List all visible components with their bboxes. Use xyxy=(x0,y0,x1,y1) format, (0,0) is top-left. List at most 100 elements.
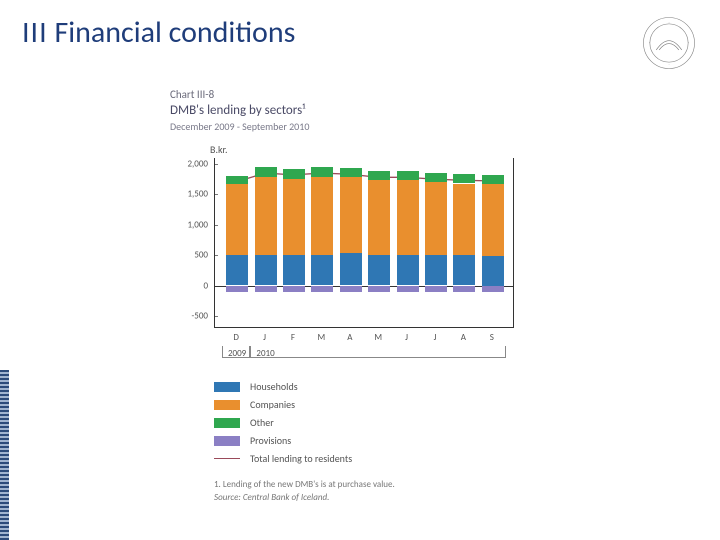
x-tick-label: S xyxy=(490,332,494,343)
bar-seg-provisions xyxy=(397,286,419,292)
legend-label: Households xyxy=(250,380,298,393)
y-tick-label: -500 xyxy=(192,310,208,321)
x-group-label: 2009 xyxy=(228,348,246,359)
bar-seg-other xyxy=(340,168,362,177)
bar-seg-companies xyxy=(311,177,333,255)
plot: -500 0 500 1,000 1,500 2,000 xyxy=(170,158,530,328)
bar-group xyxy=(368,158,390,327)
bar-seg-other xyxy=(482,175,504,184)
left-stripe-decoration xyxy=(0,370,9,540)
bar-group xyxy=(482,158,504,327)
bar-seg-provisions xyxy=(311,286,333,292)
bar-seg-other xyxy=(425,173,447,182)
bar-seg-households xyxy=(425,255,447,285)
plot-area xyxy=(214,158,514,328)
legend: Households Companies Other Provisions Total … xyxy=(214,380,550,465)
bar-seg-provisions xyxy=(226,286,248,292)
bar-seg-provisions xyxy=(283,286,305,292)
bar-seg-other xyxy=(283,169,305,179)
chart-subtitle: December 2009 - September 2010 xyxy=(170,120,550,133)
y-tick-label: 0 xyxy=(203,280,208,291)
x-tick-label: A xyxy=(461,332,466,343)
chart-number: Chart III-8 xyxy=(170,88,550,101)
legend-label: Provisions xyxy=(250,434,291,447)
bar-seg-other xyxy=(226,176,248,185)
bar-seg-other xyxy=(368,171,390,180)
legend-item-companies: Companies xyxy=(214,398,550,411)
bar-group xyxy=(283,158,305,327)
x-tick-label: D xyxy=(233,332,239,343)
bar-seg-provisions xyxy=(482,286,504,292)
bar-seg-other xyxy=(453,174,475,183)
legend-swatch xyxy=(214,458,240,459)
y-tick-label: 500 xyxy=(194,250,208,261)
chart-title: DMB's lending by sectors¹ xyxy=(170,103,550,118)
legend-item-other: Other xyxy=(214,416,550,429)
svg-text:·: · xyxy=(688,40,689,45)
legend-item-households: Households xyxy=(214,380,550,393)
x-group-bracket xyxy=(250,346,506,358)
bar-seg-provisions xyxy=(340,286,362,292)
bar-seg-provisions xyxy=(453,286,475,292)
x-group-label: 2010 xyxy=(256,348,274,359)
svg-text:·: · xyxy=(668,19,669,24)
x-tick-label: J xyxy=(405,332,408,343)
bar-seg-households xyxy=(397,255,419,285)
bar-seg-households xyxy=(311,255,333,285)
legend-swatch xyxy=(214,382,240,392)
bar-group xyxy=(255,158,277,327)
chart-block: Chart III-8 DMB's lending by sectors¹ De… xyxy=(170,88,550,504)
legend-item-total_line: Total lending to residents xyxy=(214,452,550,465)
bar-seg-provisions xyxy=(255,286,277,292)
bar-group xyxy=(425,158,447,327)
bar-group xyxy=(453,158,475,327)
bar-seg-other xyxy=(311,167,333,177)
bar-seg-companies xyxy=(340,177,362,254)
slide-title: III Financial conditions xyxy=(22,14,295,51)
y-tick-label: 1,500 xyxy=(188,189,209,200)
bar-group xyxy=(311,158,333,327)
x-tick-label: M xyxy=(374,332,382,343)
x-tick-label: M xyxy=(318,332,326,343)
svg-text:·: · xyxy=(649,40,650,45)
footnote-line: 1. Lending of the new DMB's is at purcha… xyxy=(214,479,550,492)
footnote-line: Source: Central Bank of Iceland. xyxy=(214,492,550,505)
bar-seg-companies xyxy=(482,184,504,256)
legend-swatch xyxy=(214,400,240,410)
bar-seg-households xyxy=(255,255,277,285)
y-tick-label: 1,000 xyxy=(188,219,209,230)
bar-seg-companies xyxy=(255,177,277,255)
legend-label: Total lending to residents xyxy=(250,452,352,465)
legend-item-provisions: Provisions xyxy=(214,434,550,447)
bar-seg-households xyxy=(482,256,504,286)
legend-swatch xyxy=(214,436,240,446)
logo-seal-icon: · · · · xyxy=(640,14,698,72)
bar-seg-provisions xyxy=(425,286,447,292)
x-tick-label: A xyxy=(347,332,352,343)
bar-seg-other xyxy=(397,171,419,180)
title-text: Financial conditions xyxy=(54,14,295,51)
y-axis: -500 0 500 1,000 1,500 2,000 xyxy=(170,158,214,328)
svg-text:·: · xyxy=(668,62,669,67)
title-roman: III xyxy=(22,14,48,51)
bar-seg-companies xyxy=(283,179,305,255)
bar-seg-companies xyxy=(368,180,390,255)
legend-swatch xyxy=(214,418,240,428)
legend-label: Companies xyxy=(250,398,295,411)
x-axis: DJFMAMJJAS20092010 xyxy=(214,328,514,362)
bar-group xyxy=(226,158,248,327)
legend-label: Other xyxy=(250,416,274,429)
bar-group xyxy=(397,158,419,327)
bar-seg-companies xyxy=(226,184,248,255)
footnotes: 1. Lending of the new DMB's is at purcha… xyxy=(214,479,550,504)
y-tick-label: 2,000 xyxy=(188,159,209,170)
bar-seg-companies xyxy=(397,180,419,255)
x-tick-label: J xyxy=(263,332,266,343)
bar-seg-households xyxy=(453,255,475,285)
bar-seg-other xyxy=(255,167,277,177)
bar-seg-households xyxy=(368,255,390,285)
x-tick-label: F xyxy=(291,332,295,343)
bar-seg-households xyxy=(283,255,305,285)
y-axis-label: B.kr. xyxy=(210,143,550,156)
bar-seg-companies xyxy=(453,184,475,256)
